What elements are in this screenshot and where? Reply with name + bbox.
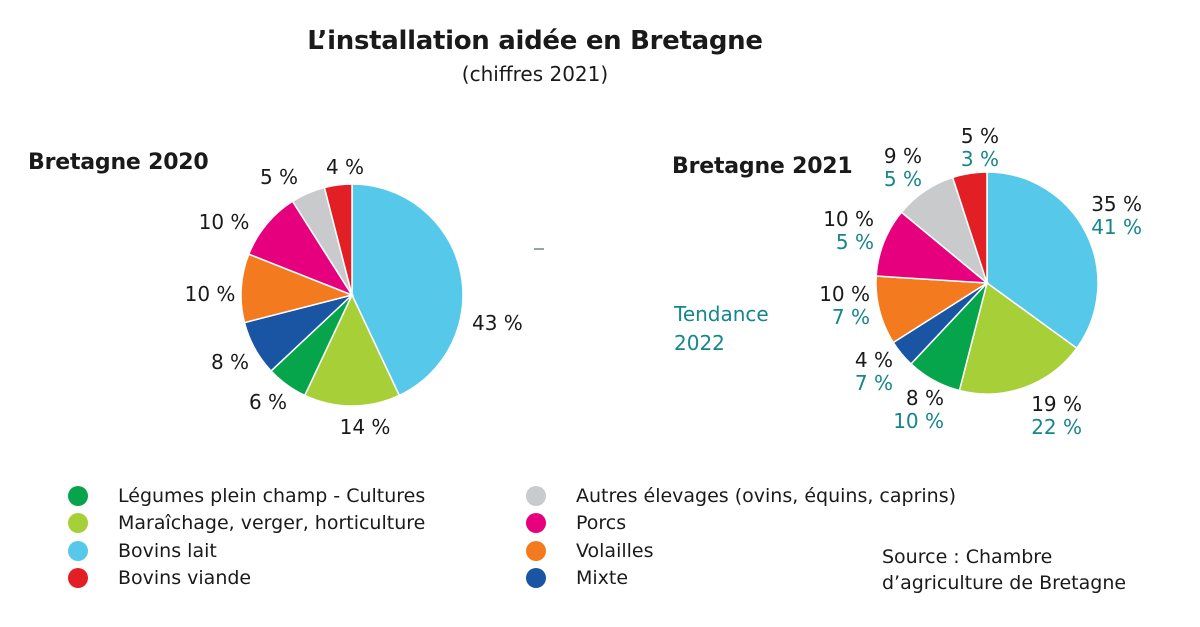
pie-slice-bovins-viande-2020 — [323, 183, 353, 296]
data-label-bovins-lait-2021: 35 % — [1091, 192, 1142, 216]
data-label-bovins-viande-2020: 4 % — [326, 155, 364, 179]
legend-item: Bovins viande — [68, 565, 425, 593]
legend-swatch — [526, 485, 546, 506]
data-label-volailles-2021: 10 % — [819, 282, 870, 306]
trend-label-maraichage-2022: 22 % — [1031, 415, 1082, 439]
legend-label: Mixte — [576, 567, 629, 590]
legend-item: Porcs — [526, 510, 956, 538]
trend-label-legumes-2022: 10 % — [893, 409, 944, 433]
legend-item: Volailles — [526, 537, 956, 565]
pie-slice-bovins-lait-2021 — [986, 171, 1099, 350]
legend-label: Volailles — [576, 539, 654, 562]
data-label-porcs-2020: 10 % — [199, 210, 250, 234]
source-line2: d’agriculture de Bretagne — [882, 572, 1127, 594]
data-label-volailles-2020: 10 % — [185, 282, 236, 306]
legend-label: Autres élevages (ovins, équins, caprins) — [576, 484, 957, 507]
pie-slice-maraichage-2021 — [958, 281, 1078, 395]
legend-swatch — [68, 513, 88, 534]
legend-swatch — [68, 485, 88, 506]
trend-label-porcs-2022: 5 % — [836, 230, 874, 254]
data-label-bovins-lait-2020: 43 % — [472, 311, 523, 335]
legend-swatch — [68, 568, 88, 589]
legend-label: Légumes plein champ - Cultures — [118, 484, 426, 507]
pie-charts: 43 %14 %6 %8 %10 %10 %5 % 4 % 35 %41 %19 … — [185, 124, 1142, 439]
trend-label-line1: Tendance — [674, 302, 769, 326]
legend-label: Bovins lait — [118, 539, 217, 562]
chart-title-2020: Bretagne 2020 — [28, 150, 209, 175]
legend-item: Maraîchage, verger, horticulture — [68, 510, 425, 538]
page-title: L’installation aidée en Bretagne — [307, 26, 763, 56]
data-label-bovins-viande-2021: 5 % — [961, 124, 999, 148]
trend-label-autres-elevages-2022: 5 % — [884, 167, 922, 191]
trend-label-bovins-lait-2022: 41 % — [1091, 215, 1142, 239]
data-label-mixte-2021: 4 % — [855, 348, 893, 372]
pie-labels-2020: 43 % 14 % 6 %8 % 10 % 10 % 5 % 4 % — [185, 155, 523, 439]
data-label-maraichage-2020: 14 % — [340, 415, 391, 439]
trend-label-line2: 2022 — [674, 331, 725, 355]
legend-label: Porcs — [576, 512, 627, 535]
legend-item: Légumes plein champ - Cultures — [68, 482, 425, 510]
data-label-porcs-2021: 10 % — [823, 207, 874, 231]
legend-item: Autres élevages (ovins, équins, caprins) — [526, 482, 956, 510]
data-label-autres-elevages-2020: 5 % — [260, 165, 298, 189]
pie-slice-bovins-viande-2021 — [951, 171, 988, 284]
legend-label: Bovins viande — [118, 567, 252, 590]
data-label-legumes-2020: 6 % — [249, 390, 287, 414]
pie-slice-bovins-lait-2020 — [351, 183, 464, 397]
pie-chart-2020 — [240, 183, 464, 407]
trend-label-mixte-2022: 7 % — [855, 371, 893, 395]
legend-swatch — [68, 540, 88, 561]
source-line1: Source : Chambre — [882, 546, 1053, 568]
legend-item: Mixte — [526, 565, 956, 593]
legend-left: Légumes plein champ - Cultures Maraîchag… — [68, 482, 425, 592]
trend-label-volailles-2022: 7 % — [832, 305, 870, 329]
trend-label-bovins-viande-2022: 3 % — [961, 147, 999, 171]
legend-swatch — [526, 568, 546, 589]
pie-chart-2021 — [875, 171, 1099, 395]
pie-slice-maraichage-2020 — [303, 293, 401, 407]
data-label-mixte-2020: 8 % — [211, 350, 249, 374]
pie-labels-2021: 35 %41 %19 %22 %8 %10 %4 %7 %10 %7 %10 %… — [819, 124, 1142, 439]
divider-mark — [534, 248, 544, 250]
legend-item: Bovins lait — [68, 537, 425, 565]
legend-label: Maraîchage, verger, horticulture — [118, 512, 426, 535]
data-label-maraichage-2021: 19 % — [1031, 392, 1082, 416]
data-label-legumes-2021: 8 % — [906, 386, 944, 410]
legend-swatch — [526, 513, 546, 534]
data-label-autres-elevages-2021: 9 % — [884, 144, 922, 168]
page-subtitle: (chiffres 2021) — [461, 62, 609, 86]
chart-title-2021: Bretagne 2021 — [672, 154, 853, 179]
legend-right: Autres élevages (ovins, équins, caprins)… — [526, 482, 956, 592]
legend-swatch — [526, 540, 546, 561]
